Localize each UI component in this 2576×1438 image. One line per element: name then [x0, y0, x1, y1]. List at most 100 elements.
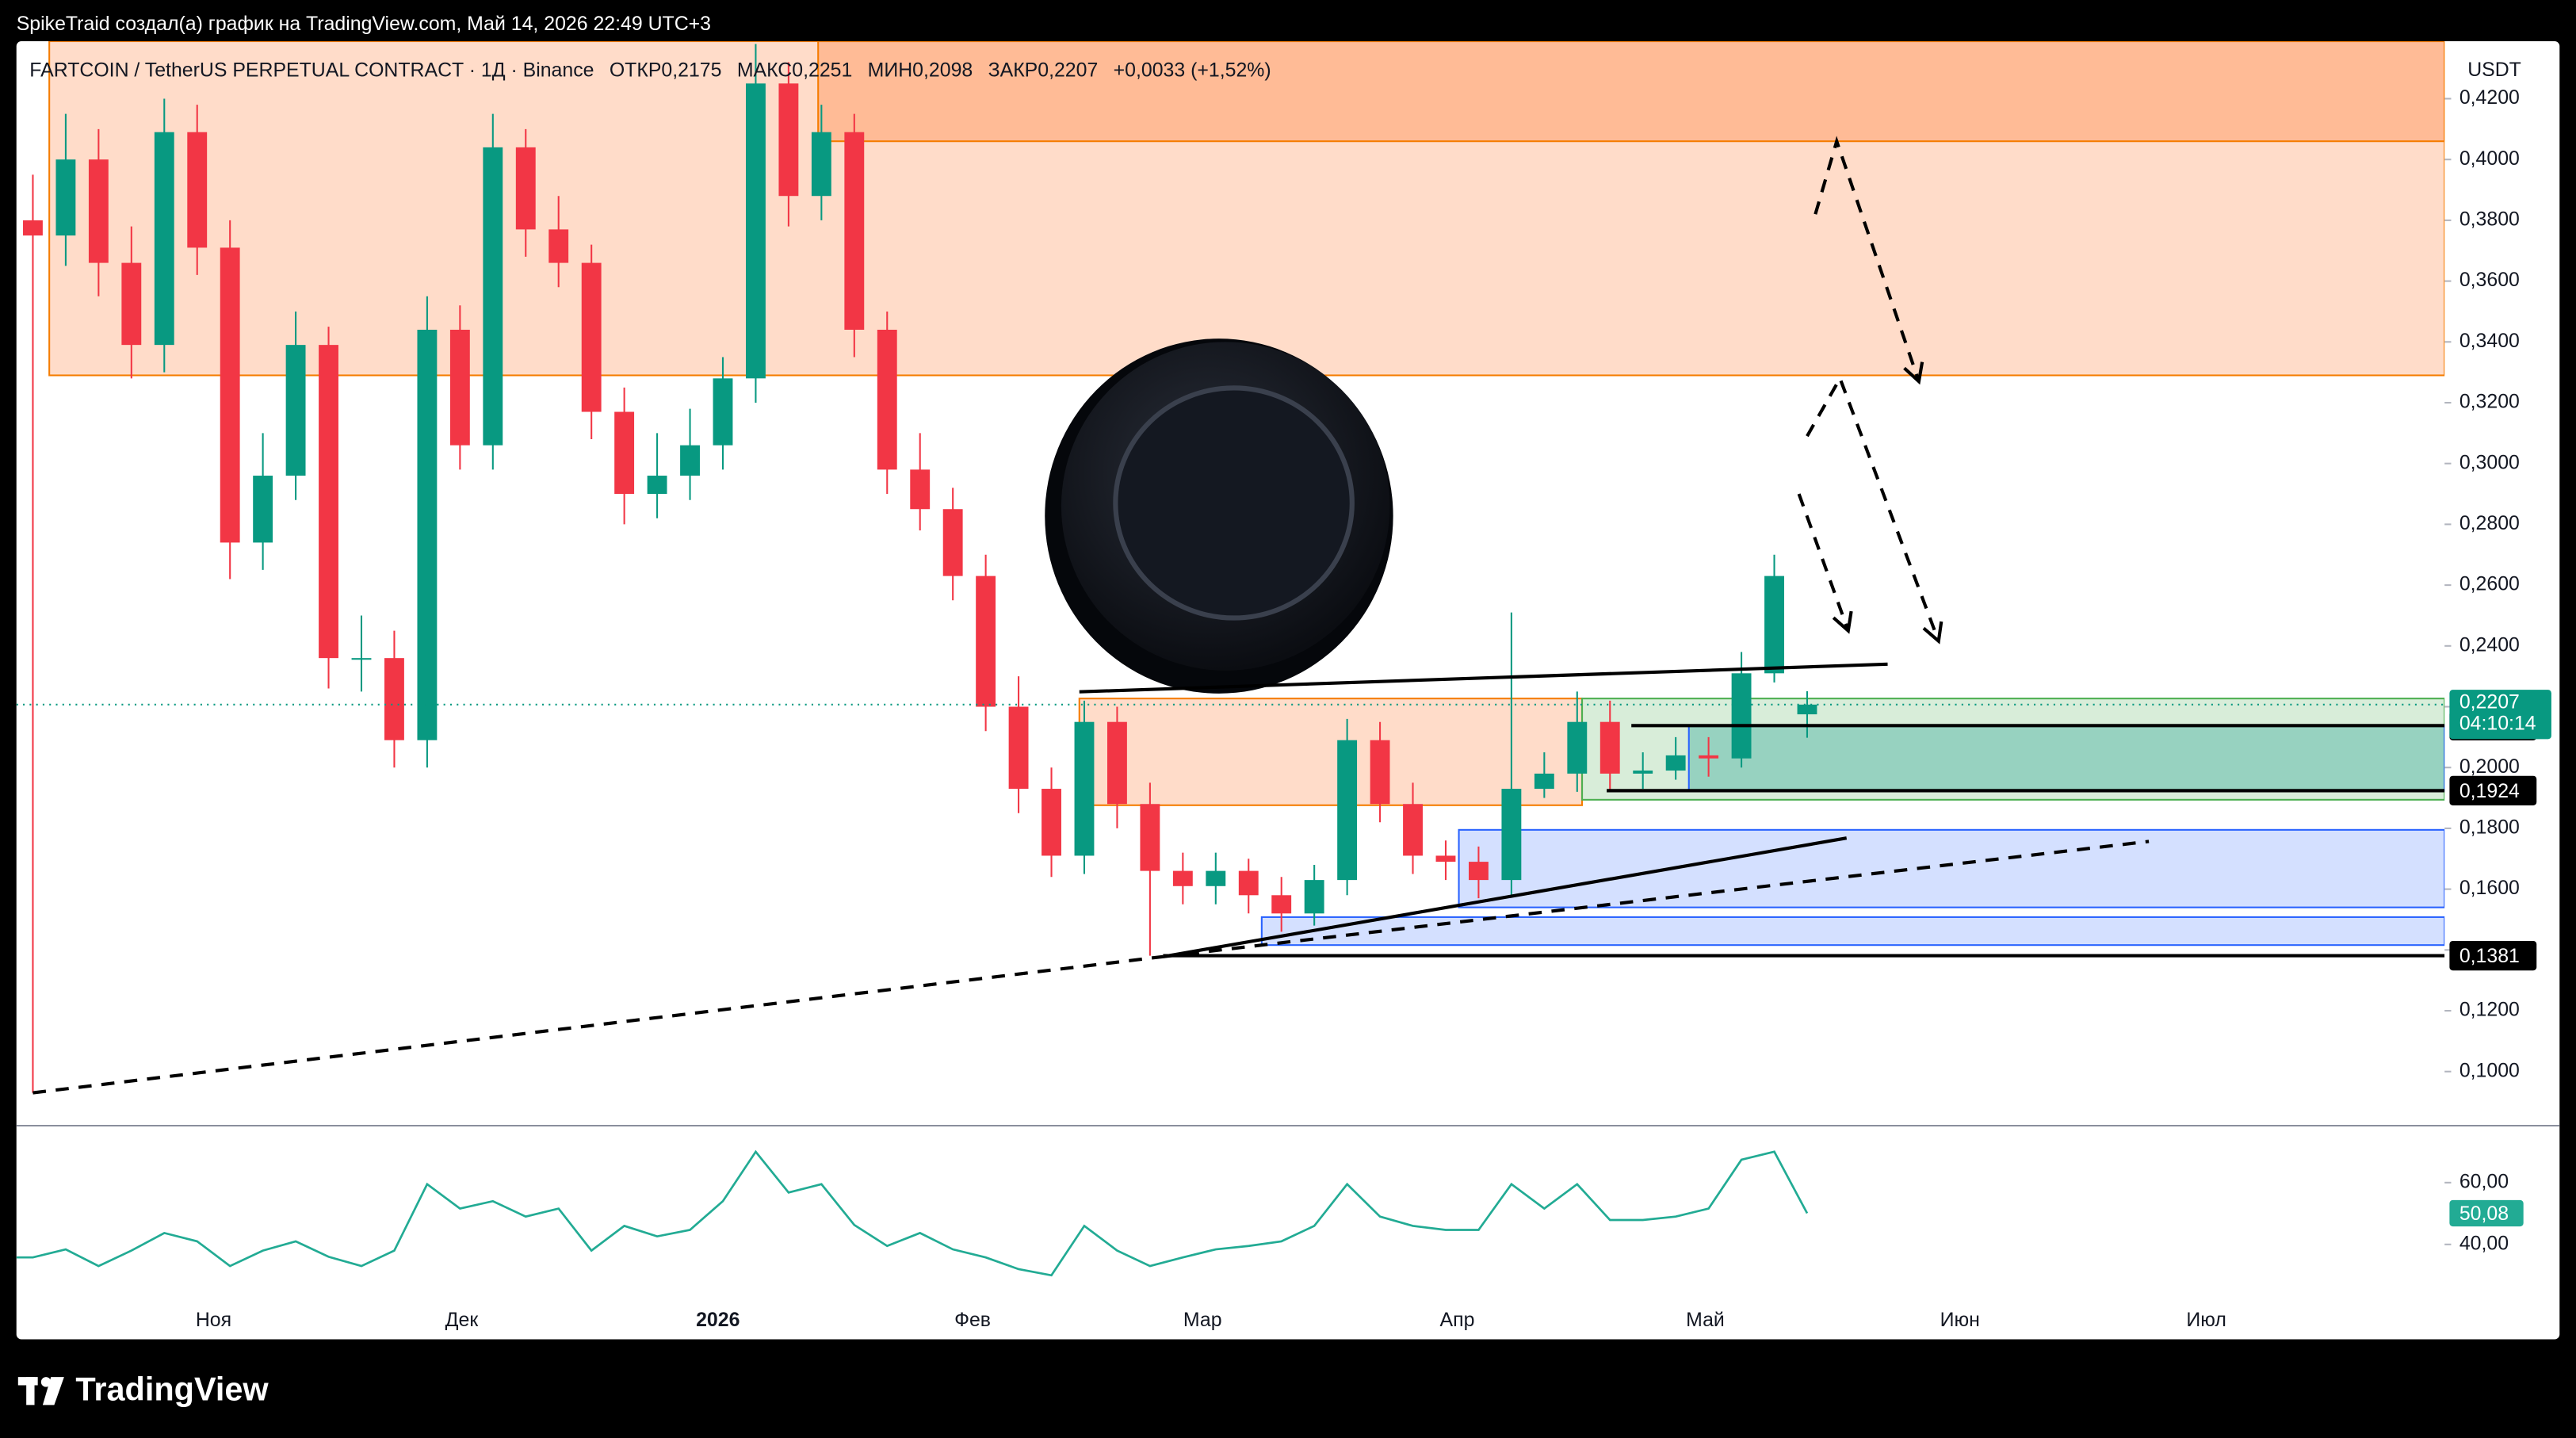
arrow-head	[1832, 610, 1853, 634]
y-tick-label: 0,3400	[2459, 330, 2520, 352]
candle-body	[515, 147, 536, 230]
candle-body	[1370, 740, 1390, 805]
y-tick-label: 0,3200	[2459, 391, 2520, 413]
candle-body	[220, 247, 240, 543]
tv-logo-mark	[17, 1377, 64, 1405]
currency-label: USDT	[2467, 59, 2521, 81]
y-tick-label: 0,1800	[2459, 816, 2520, 838]
candle-body	[1599, 721, 1620, 774]
candle-body	[1567, 721, 1588, 774]
candle-body	[548, 229, 569, 263]
x-tick-label: Июл	[2186, 1309, 2226, 1331]
y-tick-label: 0,2400	[2459, 633, 2520, 656]
rsi-line	[16, 1149, 1809, 1277]
trend-line	[1163, 836, 1848, 958]
candle-body	[253, 476, 273, 543]
x-tick-label: Май	[1686, 1309, 1725, 1331]
candle-body	[1172, 870, 1193, 886]
candle-body	[417, 329, 438, 740]
candle-body	[154, 132, 174, 346]
y-tick-label: 0,1600	[2459, 877, 2520, 899]
candle-body	[1403, 804, 1423, 856]
x-tick-label: Мар	[1183, 1309, 1222, 1331]
candle-body	[1699, 755, 1719, 759]
candle-body	[778, 83, 799, 197]
candle-body	[976, 576, 996, 707]
zone	[1078, 698, 1584, 806]
candle-body	[351, 658, 372, 660]
candle-body	[877, 329, 897, 470]
last-price-label: 0,2207	[2459, 690, 2520, 713]
candle-body	[680, 445, 700, 476]
x-tick-label: Дек	[445, 1309, 479, 1331]
candle-body	[121, 262, 142, 346]
last-price-bg	[2449, 690, 2551, 740]
candle-body	[1304, 880, 1324, 914]
attribution: SpikeTraid создал(а) график на TradingVi…	[17, 13, 711, 35]
candle-body	[319, 345, 338, 659]
rsi-last-label: 50,08	[2459, 1203, 2509, 1225]
candle-body	[614, 411, 635, 495]
candle-body	[1501, 789, 1522, 881]
x-tick-label: Ноя	[196, 1309, 231, 1331]
y-tick-label: 0,3600	[2459, 269, 2520, 291]
candle-body	[1797, 704, 1817, 715]
countdown-label: 04:10:14	[2459, 712, 2536, 734]
x-tick-label: Фев	[954, 1309, 991, 1331]
y-tick-label: 0,2000	[2459, 755, 2520, 778]
x-tick-label: 2026	[696, 1309, 740, 1331]
legend-item: МАКС0,2251	[737, 59, 852, 81]
y-tick-label: 0,2800	[2459, 512, 2520, 534]
candle-body	[23, 220, 43, 236]
candle-body	[1665, 755, 1686, 771]
candle-body	[1534, 773, 1554, 790]
y-tick-label: 0,4000	[2459, 147, 2520, 170]
arrow-head	[1903, 361, 1924, 385]
candle-body	[1140, 804, 1160, 871]
candle-body	[483, 147, 503, 446]
y-tick-label: 0,2600	[2459, 573, 2520, 595]
chart-panel	[16, 41, 2560, 1340]
candle-body	[285, 345, 306, 476]
candle-body	[1008, 706, 1029, 790]
y-tick-label: 0,1200	[2459, 999, 2520, 1021]
chart-legend: FARTCOIN / TetherUS PERPETUAL CONTRACT ·…	[29, 59, 1271, 81]
x-tick-label: Июн	[1940, 1309, 1980, 1331]
candle-body	[942, 509, 963, 576]
candle-body	[1271, 895, 1292, 914]
candle-body	[187, 132, 208, 248]
projection-arrow	[1806, 374, 1940, 642]
candle-body	[449, 329, 470, 446]
zone	[1260, 916, 2445, 947]
chart-title: FARTCOIN / TetherUS PERPETUAL CONTRACT ·…	[29, 59, 594, 81]
candle-body	[581, 262, 602, 412]
legend-item: МИН0,2098	[868, 59, 973, 81]
trend-line	[1079, 662, 1888, 694]
candle-body	[88, 159, 109, 263]
candle-body	[1107, 721, 1127, 805]
candle-body	[811, 132, 831, 197]
projection-arrow	[1797, 493, 1850, 632]
x-tick-label: Апр	[1440, 1309, 1475, 1331]
candle-body	[1206, 870, 1226, 886]
candle-body	[1731, 673, 1752, 759]
level-label: 0,1381	[2459, 945, 2520, 967]
y-tick-label: 0,3800	[2459, 208, 2520, 230]
projection-arrow	[1814, 136, 1921, 382]
candle-body	[1238, 870, 1259, 896]
candle-body	[746, 83, 766, 379]
level-label-bg	[2449, 775, 2537, 806]
candle-body	[1633, 771, 1653, 774]
zone	[1687, 725, 2445, 792]
candle-body	[1041, 789, 1061, 856]
candle-body	[1074, 721, 1095, 856]
y-tick-label: 0,1000	[2459, 1059, 2520, 1081]
candle-body	[1764, 576, 1784, 674]
coin-image	[1045, 338, 1393, 694]
y-tick-label: 0,4200	[2459, 86, 2520, 109]
y-tick-label: 0,3000	[2459, 451, 2520, 473]
rsi-tick-label: 60,00	[2459, 1170, 2509, 1192]
trend-line	[32, 954, 1164, 1095]
tv-logo: TradingView	[75, 1371, 269, 1408]
